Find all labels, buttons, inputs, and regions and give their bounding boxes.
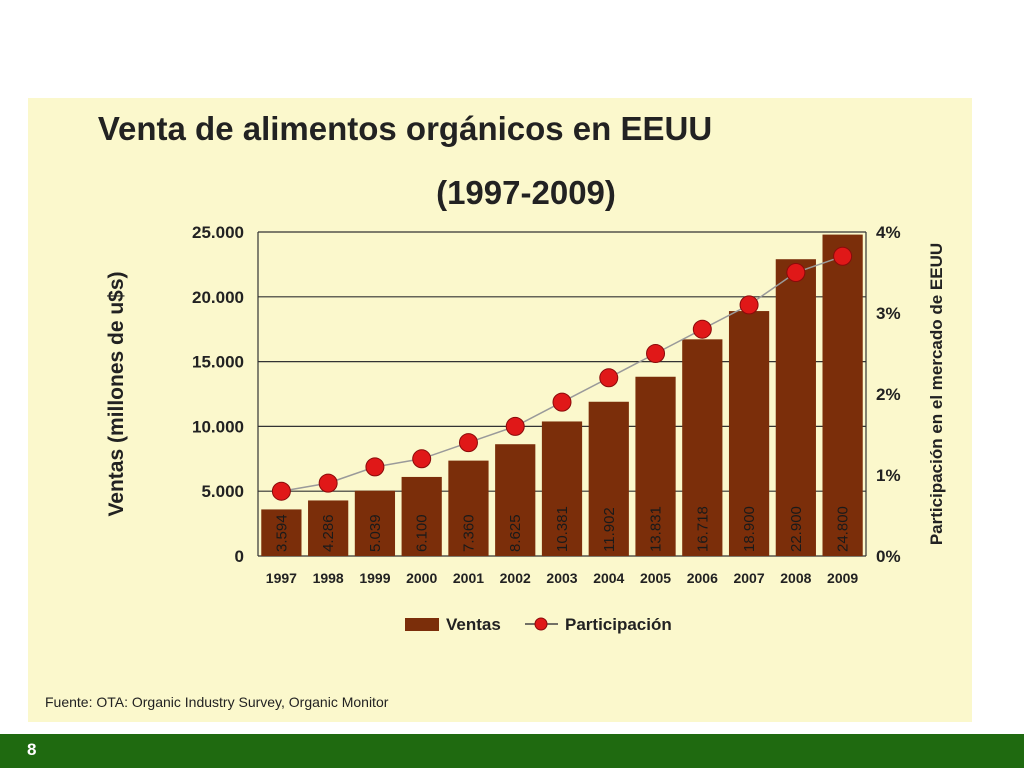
bar [635,376,676,556]
x-tick-label: 1998 [313,570,344,586]
participation-point [365,457,385,477]
x-tick-label: 2002 [500,570,531,586]
axis-ticks: 0 5.000 10.000 15.000 20.000 25.000 0% 1% 2% 3% 4%… [192,223,901,586]
y-tick-label-right: 3% [876,304,901,323]
slide-number: 8 [27,740,37,759]
bar-data-label: 13.831 [648,506,665,552]
legend-participacion-marker [534,617,548,631]
x-tick-label: 2004 [593,570,624,586]
x-tick-label: 2003 [546,570,577,586]
bar-data-label: 5.039 [367,514,384,552]
bar-data-label: 10.381 [554,506,571,552]
bar-data-label: 22.900 [788,506,805,552]
participation-point [412,449,432,469]
y-axis-label-right: Participación en el mercado de EEUU [927,243,946,545]
bar [308,500,349,556]
participation-point [646,344,666,363]
bar [448,460,489,556]
participation-point [739,295,759,315]
participation-line [271,246,853,501]
legend-participacion-label: Participación [565,615,672,634]
bar-data-label: 24.800 [835,506,852,552]
participation-point [833,246,853,266]
bar [495,444,536,556]
participation-point [458,433,478,453]
chart-subtitle: (1997-2009) [436,174,616,211]
bars: 3.594 4.286 5.039 6.100 7.360 8.625 10.381 11.9… [261,234,863,557]
y-tick-label-left: 15.000 [192,353,244,372]
x-tick-label: 2008 [780,570,811,586]
bar-data-label: 11.902 [601,507,618,552]
x-tick-label: 2000 [406,570,437,586]
x-tick-label: 2009 [827,570,858,586]
participation-point [505,416,525,436]
bar-data-label: 3.594 [273,514,290,552]
bar-data-label: 4.286 [320,514,337,552]
bar [354,490,396,556]
y-tick-label-left: 5.000 [201,482,244,501]
y-tick-label-left: 25.000 [192,223,244,242]
bar [541,421,583,556]
x-tick-label: 2007 [733,570,764,586]
chart-title: Venta de alimentos orgánicos en EEUU [98,110,712,147]
x-tick-label: 2006 [687,570,718,586]
bar [401,476,442,556]
slide-image: Venta de alimentos orgánicos en EEUU (19… [28,98,972,722]
x-tick-label: 2001 [453,570,484,586]
participation-point [318,473,338,493]
bar [682,339,723,556]
y-tick-label-right: 2% [876,385,901,404]
bar [261,509,302,556]
x-tick-label: 1997 [266,570,297,586]
participation-point [692,319,712,339]
bar [822,234,863,557]
footer-bar: 8 [0,734,1024,768]
y-tick-label-left: 20.000 [192,288,244,307]
y-tick-label-right: 0% [876,547,901,566]
bar-data-label: 16.718 [694,506,711,552]
participation-point [552,392,572,412]
participation-point [786,263,806,282]
bar-data-label: 8.625 [507,514,524,552]
y-tick-label-right: 1% [876,466,901,485]
bar [588,401,629,556]
bar-data-label: 7.360 [460,514,477,552]
y-tick-label-left: 10.000 [192,417,244,436]
y-tick-label-right: 4% [876,223,901,242]
x-tick-label: 2005 [640,570,671,586]
y-tick-label-left: 0 [235,547,244,566]
legend-ventas-swatch [405,618,439,631]
source-note: Fuente: OTA: Organic Industry Survey, Or… [45,694,389,710]
participation-point [271,481,291,501]
legend: Ventas Participación [405,615,672,634]
bar-data-label: 6.100 [414,514,431,552]
bar-data-label: 18.900 [741,506,758,552]
bar [775,259,816,556]
participation-point [599,368,619,388]
chart: Venta de alimentos orgánicos en EEUU (19… [45,110,946,710]
bar [728,311,770,556]
legend-ventas-label: Ventas [446,615,501,634]
x-tick-label: 1999 [359,570,390,586]
y-axis-label-left: Ventas (millones de u$s) [105,271,128,516]
